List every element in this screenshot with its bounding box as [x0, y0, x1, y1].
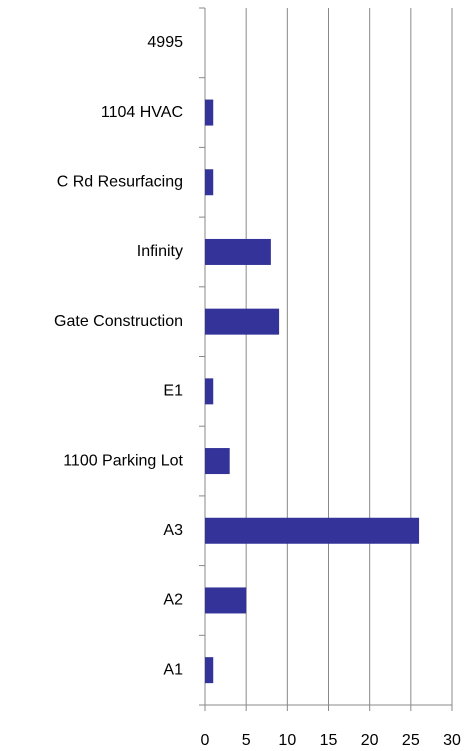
bar [205, 657, 214, 684]
bar [205, 378, 214, 405]
x-tick-label: 30 [443, 732, 461, 749]
x-tick-label: 15 [320, 732, 338, 749]
y-tick-label: Infinity [137, 243, 183, 260]
bar [205, 448, 230, 475]
bar [205, 308, 280, 335]
y-tick-label: 1100 Parking Lot [63, 452, 183, 469]
y-tick-label: C Rd Resurfacing [57, 173, 183, 190]
y-tick-label: Gate Construction [54, 313, 183, 330]
y-tick-label: 4995 [147, 34, 183, 51]
x-tick-label: 0 [201, 732, 210, 749]
bar [205, 238, 271, 265]
y-tick-label: A1 [163, 661, 183, 678]
x-tick-label: 5 [242, 732, 251, 749]
bar [205, 587, 247, 614]
y-tick-label: A3 [163, 522, 183, 539]
x-tick-label: 25 [402, 732, 420, 749]
x-tick-label: 20 [361, 732, 379, 749]
bar [205, 517, 420, 544]
y-tick-label: A2 [163, 592, 183, 609]
bar [205, 169, 214, 196]
y-tick-label: 1104 HVAC [101, 104, 183, 121]
bar [205, 99, 214, 126]
y-tick-label: E1 [163, 383, 183, 400]
x-tick-label: 10 [278, 732, 296, 749]
